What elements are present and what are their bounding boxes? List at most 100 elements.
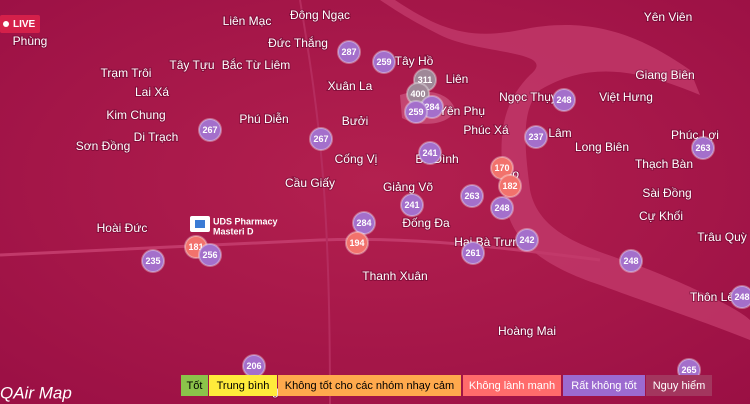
station[interactable]: 242 — [515, 228, 539, 252]
station[interactable]: 248 — [490, 196, 514, 220]
place-label: Hoàng Mai — [498, 324, 556, 338]
station-aqi: 263 — [695, 143, 710, 153]
live-dot — [3, 21, 9, 27]
place-label: Di Trạch — [134, 130, 179, 144]
station[interactable]: 267 — [198, 118, 222, 142]
station[interactable]: 256 — [198, 243, 222, 267]
place-label: Giảng Võ — [383, 180, 433, 194]
station-aqi: 182 — [502, 181, 517, 191]
station-bubble — [552, 88, 576, 112]
station[interactable]: 241 — [418, 141, 442, 165]
station-bubble — [345, 231, 369, 255]
station-bubble — [352, 211, 376, 235]
place-label: Thanh Xuân — [362, 269, 427, 283]
station-aqi: 248 — [734, 292, 749, 302]
station[interactable]: 263 — [691, 136, 715, 160]
station-aqi: 284 — [424, 102, 439, 112]
legend-label: Trung bình — [217, 380, 270, 392]
station-aqi: 287 — [341, 47, 356, 57]
station[interactable]: 241 — [400, 193, 424, 217]
place-label: Sơn Đồng — [76, 139, 131, 153]
station-bubble — [691, 136, 715, 160]
place-label: Long Biên — [575, 140, 629, 154]
legend-swatch — [181, 375, 208, 396]
station-aqi: 237 — [528, 132, 543, 142]
place-label: Thôn Lê — [690, 290, 734, 304]
station-bubble — [198, 243, 222, 267]
river — [380, 0, 750, 340]
place-label: Việt Hưng — [599, 90, 653, 104]
station[interactable]: 284 — [352, 211, 376, 235]
place-label: Lai Xá — [135, 85, 169, 99]
legend-label: Rất không tốt — [571, 380, 636, 392]
station[interactable]: 267 — [309, 127, 333, 151]
marker-name: UDS Pharmacy — [213, 216, 278, 226]
place-label: Cống Vị — [335, 152, 378, 166]
station-aqi: 235 — [145, 256, 160, 266]
legend-swatch — [209, 375, 277, 396]
station[interactable]: 287 — [337, 40, 361, 64]
legend-swatch — [278, 375, 461, 396]
live-bg — [0, 15, 40, 33]
station-bubble — [372, 50, 396, 74]
station[interactable]: 182 — [498, 174, 522, 198]
station-aqi: 206 — [246, 361, 261, 371]
legend-swatch — [563, 375, 645, 396]
live-text: LIVE — [13, 19, 36, 30]
marker[interactable]: UDS Pharmacy Masteri D — [190, 216, 278, 236]
station-aqi: 242 — [519, 235, 534, 245]
station-aqi: 248 — [623, 256, 638, 266]
place-label: Tây Hồ — [395, 54, 434, 68]
place-label: Giang Biên — [635, 68, 694, 82]
station-aqi: 284 — [356, 218, 371, 228]
station-aqi: 241 — [404, 200, 419, 210]
place-label: Liên Mạc — [223, 14, 272, 28]
station[interactable]: 259 — [372, 50, 396, 74]
station[interactable]: 235 — [141, 249, 165, 273]
station[interactable]: 206 — [242, 354, 266, 378]
station-bubble — [524, 125, 548, 149]
place-label: Trâu Quỳ — [697, 230, 747, 244]
station[interactable]: 248 — [552, 88, 576, 112]
place-label: Xuân La — [328, 79, 373, 93]
station[interactable]: 263 — [460, 184, 484, 208]
place-label: Phùng — [13, 34, 48, 48]
station-bubble — [730, 285, 750, 309]
road — [299, 0, 331, 404]
station-bubble — [309, 127, 333, 151]
legend-label: Không lành mạnh — [469, 380, 555, 392]
station-aqi: 400 — [410, 89, 425, 99]
station-aqi: 267 — [202, 125, 217, 135]
station[interactable]: 194 — [345, 231, 369, 255]
station-aqi: 265 — [681, 365, 696, 375]
station[interactable]: 237 — [524, 125, 548, 149]
place-label: Phúc Xá — [463, 123, 509, 137]
station-aqi: 241 — [422, 148, 437, 158]
place-label: Phú Diễn — [239, 111, 288, 126]
legend-swatch — [646, 375, 712, 396]
place-label: Cầu Giấy — [285, 176, 335, 190]
station[interactable]: 261 — [461, 241, 485, 265]
station-aqi: 311 — [418, 75, 433, 85]
marker-icon-inner — [195, 220, 205, 228]
legend-label: Nguy hiểm — [653, 380, 706, 392]
place-label: Đức Thắng — [268, 35, 328, 50]
station-aqi: 248 — [556, 95, 571, 105]
station-aqi: 261 — [465, 248, 480, 258]
place-label: Bưởi — [342, 114, 369, 128]
place-label: Lâm — [548, 126, 571, 140]
station[interactable]: 248 — [619, 249, 643, 273]
place-label: Cự Khối — [639, 209, 683, 223]
station-bubble — [337, 40, 361, 64]
place-label: Ngọc Thụy — [499, 90, 557, 104]
station-aqi: 194 — [349, 238, 364, 248]
station[interactable]: 170 — [490, 156, 514, 180]
place-label: Sài Đồng — [642, 186, 691, 200]
station[interactable]: 248 — [730, 285, 750, 309]
station-bubble — [198, 118, 222, 142]
station-bubble — [461, 241, 485, 265]
station-aqi: 256 — [202, 250, 217, 260]
station[interactable]: 259 — [404, 100, 428, 124]
place-label: Tây Tựu — [169, 58, 214, 72]
